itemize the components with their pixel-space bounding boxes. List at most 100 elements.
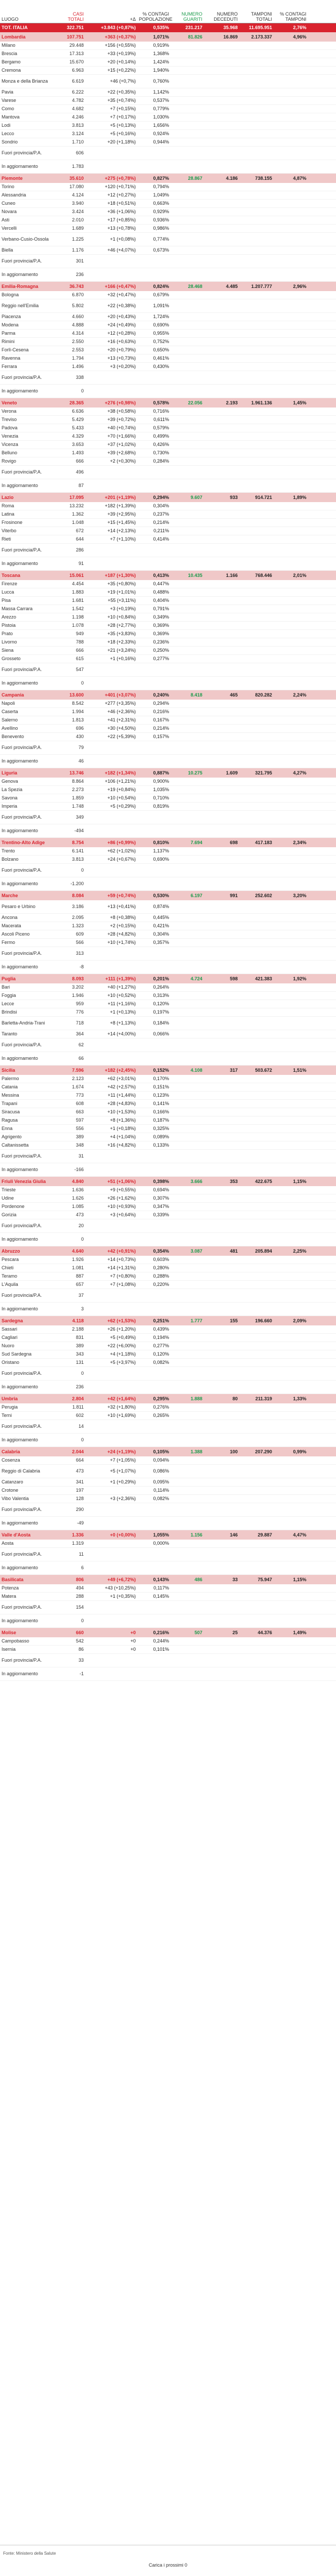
row-spacer <box>308 232 336 246</box>
deaths <box>204 191 239 200</box>
recovered <box>171 930 204 939</box>
tests <box>239 913 274 922</box>
total-cases: 3.202 <box>56 983 85 992</box>
col-luogo[interactable]: LUOGO <box>0 0 56 23</box>
recovered <box>171 1366 204 1381</box>
province-row: Pescara 1.926 +14 (+0,73%) 0,603% <box>0 1256 336 1264</box>
row-spacer <box>308 1584 336 1593</box>
pop-pct: 0,794% <box>137 183 171 191</box>
test-pct <box>274 104 308 113</box>
tests <box>239 1547 274 1561</box>
col-casi-totali[interactable]: CASI TOTALI <box>56 0 85 23</box>
tests <box>239 1099 274 1108</box>
delta <box>85 1163 137 1177</box>
region-row[interactable]: Emilia-Romagna 36.743 +166 (+0,47%) 0,824% 2… <box>0 281 336 291</box>
region-row[interactable]: Toscana 15.061 +187 (+1,30%) 0,413% 10.435 1.… <box>0 570 336 580</box>
place-name: Viterbo <box>0 527 56 535</box>
region-row[interactable]: Lazio 17.095 +201 (+1,19%) 0,294% 9.607 933 91… <box>0 492 336 502</box>
deaths <box>204 1091 239 1100</box>
region-row[interactable]: Lombardia 107.751 +363 (+0,37%) 1,071% 81.82… <box>0 32 336 42</box>
delta: +13 (+0,41%) <box>85 900 137 914</box>
row-spacer <box>308 922 336 930</box>
test-pct <box>274 778 308 786</box>
pop-pct <box>137 1653 171 1667</box>
region-row[interactable]: Basilicata 806 +49 (+6,72%) 0,143% 486 33 75.9… <box>0 1574 336 1584</box>
deaths: 155 <box>204 1316 239 1325</box>
total-cases: 86 <box>56 1645 85 1654</box>
pop-pct <box>137 663 171 677</box>
region-row[interactable]: Campania 13.600 +401 (+3,07%) 0,240% 8.418 46… <box>0 690 336 700</box>
province-row: Grosseto 615 +1 (+0,16%) 0,277% <box>0 654 336 663</box>
pop-pct: 0,347% <box>137 1202 171 1211</box>
total-cases: 4.682 <box>56 104 85 113</box>
total-cases: 15.061 <box>56 570 85 580</box>
region-row[interactable]: Veneto 28.365 +276 (+0,98%) 0,578% 22.056 2.1… <box>0 398 336 408</box>
tests <box>239 900 274 914</box>
region-row[interactable]: Umbria 2.804 +42 (+1,64%) 0,295% 1.888 80 211.… <box>0 1394 336 1403</box>
tests <box>239 1272 274 1281</box>
province-row: Rieti 644 +7 (+1,10%) 0,414% <box>0 535 336 544</box>
region-row[interactable]: Liguria 13.746 +182 (+1,34%) 0,887% 10.275 1.… <box>0 768 336 778</box>
row-spacer <box>308 254 336 268</box>
region-row[interactable]: Trentino-Alto Adige 8.754 +86 (+0,99%) 0,81… <box>0 837 336 847</box>
region-row[interactable]: Abruzzo 4.640 +42 (+0,91%) 0,354% 3.087 481 20… <box>0 1246 336 1256</box>
region-row[interactable]: Calabria 2.044 +24 (+1,19%) 0,105% 1.388 100 2… <box>0 1447 336 1456</box>
delta <box>85 663 137 677</box>
row-spacer <box>308 1627 336 1637</box>
col-guariti[interactable]: NUMERO GUARITI <box>171 0 204 23</box>
pop-pct: 0,237% <box>137 510 171 519</box>
total-cases: 473 <box>56 1211 85 1219</box>
region-row[interactable]: Piemonte 35.610 +275 (+0,78%) 0,827% 28.867 4… <box>0 173 336 183</box>
place-name: Frosinone <box>0 518 56 527</box>
region-row[interactable]: Marche 8.084 +59 (+0,74%) 0,530% 6.197 991 252… <box>0 890 336 900</box>
col-perc-tamponi[interactable]: % CONTAGI TAMPONI <box>274 0 308 23</box>
recovered <box>171 346 204 354</box>
total-cases: 3.813 <box>56 121 85 130</box>
pop-pct: 0,445% <box>137 913 171 922</box>
region-row[interactable]: Friuli Venezia Giulia 4.840 +51 (+1,06%) 0,… <box>0 1176 336 1186</box>
delta: +5 (+0,16%) <box>85 129 137 138</box>
test-pct <box>274 1052 308 1066</box>
place-name: Perugia <box>0 1403 56 1412</box>
load-more-button[interactable]: Carica i prossimi 0 <box>148 2562 188 2568</box>
pop-pct <box>137 1614 171 1628</box>
recovered <box>171 224 204 233</box>
delta <box>85 371 137 385</box>
col-tamponi[interactable]: TAMPONI TOTALI <box>239 0 274 23</box>
deaths <box>204 741 239 755</box>
region-row[interactable]: Puglia 8.093 +111 (+1,39%) 0,201% 4.724 598 42… <box>0 974 336 983</box>
total-cases: 1.176 <box>56 246 85 255</box>
test-pct <box>274 1202 308 1211</box>
delta: +43 (+10,25%) <box>85 1584 137 1593</box>
place-name: Salerno <box>0 716 56 725</box>
total-cases: 1.926 <box>56 1256 85 1264</box>
region-row[interactable]: Valle d'Aosta 1.336 +0 (+0,00%) 1,055% 1.156… <box>0 1530 336 1540</box>
recovered <box>171 1653 204 1667</box>
row-spacer <box>308 299 336 313</box>
row-spacer <box>308 700 336 708</box>
delta: +46 (+2,36%) <box>85 707 137 716</box>
deaths: 465 <box>204 690 239 700</box>
tests <box>239 1333 274 1342</box>
delta <box>85 1653 137 1667</box>
test-pct <box>274 1653 308 1667</box>
col-perc-popolazione[interactable]: % CONTAGI POPOLAZIONE <box>137 0 173 23</box>
recovered <box>171 1325 204 1334</box>
test-pct: 1,45% <box>274 398 308 408</box>
total-cases: 5.802 <box>56 299 85 313</box>
test-pct <box>274 424 308 432</box>
region-row[interactable]: Sardegna 4.118 +62 (+1,53%) 0,251% 1.777 155 1… <box>0 1316 336 1325</box>
deaths <box>204 1202 239 1211</box>
delta: +13 (+0,78%) <box>85 224 137 233</box>
pop-pct <box>137 877 171 891</box>
delta <box>85 754 137 768</box>
region-row[interactable]: Molise 660 +0 0,216% 507 25 44.376 1,49% <box>0 1627 336 1637</box>
row-spacer <box>308 1099 336 1108</box>
col-deceduti[interactable]: NUMERO DECEDUTI <box>204 0 239 23</box>
col-delta[interactable]: +Δ <box>85 0 137 23</box>
region-row[interactable]: Sicilia 7.596 +182 (+2,45%) 0,152% 4.108 317 5… <box>0 1065 336 1075</box>
deaths <box>204 947 239 961</box>
test-pct <box>274 449 308 457</box>
delta: +20 (+0,14%) <box>85 58 137 67</box>
place-name: Potenza <box>0 1584 56 1593</box>
